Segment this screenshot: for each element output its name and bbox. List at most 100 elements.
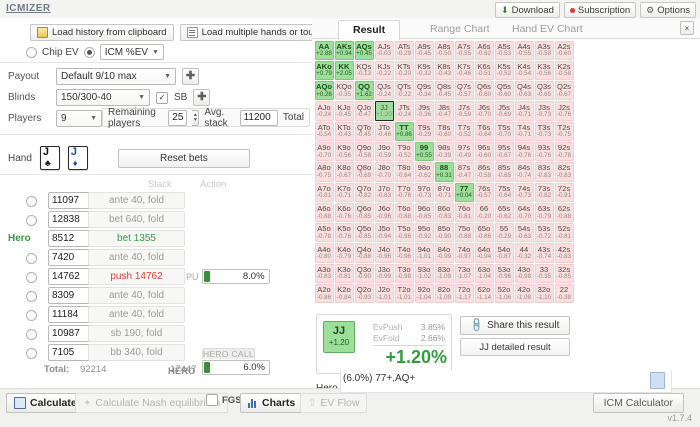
hand-cell-82o[interactable]: 82o -1.09 bbox=[434, 284, 454, 304]
remaining-players-stepper[interactable]: ▲ ▼ bbox=[192, 109, 200, 126]
hand-cell-T2s[interactable]: T2s -0.75 bbox=[554, 121, 574, 141]
load-multiple-hands-button[interactable]: Load multiple hands or tourney bbox=[179, 24, 340, 41]
hand-cell-K8o[interactable]: K8o -0.67 bbox=[334, 162, 354, 182]
hand-cell-74s[interactable]: 74s -0.73 bbox=[514, 182, 534, 202]
chip-ev-radio[interactable] bbox=[26, 46, 37, 58]
tab-result[interactable]: Result bbox=[338, 20, 401, 40]
hand-cell-T5s[interactable]: T5s -0.70 bbox=[494, 121, 514, 141]
payout-add-button[interactable]: ✚ bbox=[182, 68, 199, 85]
hand-cell-K5o[interactable]: K5o -0.76 bbox=[334, 223, 354, 243]
hand-cell-53s[interactable]: 53s -0.72 bbox=[534, 223, 554, 243]
hand-cell-72o[interactable]: 72o -1.17 bbox=[454, 284, 474, 304]
hand-cell-AKo[interactable]: AKo +0.79 bbox=[314, 60, 334, 81]
hand-cell-43s[interactable]: 43s -0.74 bbox=[534, 243, 554, 263]
player-stack-input[interactable]: 8512 bbox=[48, 230, 94, 247]
reset-bets-button[interactable]: Reset bets bbox=[117, 148, 250, 168]
hand-cell-JTs[interactable]: JTs -0.24 bbox=[394, 101, 414, 121]
hand-cell-A5s[interactable]: A5s -0.53 bbox=[494, 40, 514, 60]
hand-cell-42s[interactable]: 42s -0.83 bbox=[554, 243, 574, 263]
hand-cell-T2o[interactable]: T2o -1.01 bbox=[394, 284, 414, 304]
player-select-radio[interactable] bbox=[26, 310, 37, 321]
hand-cell-63s[interactable]: 63s -0.79 bbox=[534, 202, 554, 223]
player-select-radio[interactable] bbox=[26, 272, 37, 283]
hand-cell-K5s[interactable]: K5s -0.52 bbox=[494, 60, 514, 81]
hand-cell-T7s[interactable]: T7s -0.52 bbox=[454, 121, 474, 141]
hand-cell-JTo[interactable]: JTo -0.46 bbox=[374, 121, 394, 141]
tab-hand-ev-chart[interactable]: Hand EV Chart bbox=[512, 23, 583, 35]
hand-cell-A9o[interactable]: A9o -0.70 bbox=[314, 141, 334, 162]
hand-cell-QJs[interactable]: QJs -0.24 bbox=[374, 81, 394, 101]
hand-cell-88[interactable]: 88 +0.31 bbox=[434, 162, 454, 182]
hand-cell-76s[interactable]: 76s -0.57 bbox=[474, 182, 494, 202]
hand-cell-85s[interactable]: 85s -0.65 bbox=[494, 162, 514, 182]
hand-cell-K6s[interactable]: K6s -0.51 bbox=[474, 60, 494, 81]
charts-button[interactable]: Charts bbox=[240, 393, 304, 413]
hand-cell-97o[interactable]: 97o -0.73 bbox=[414, 182, 434, 202]
icm-calculator-button[interactable]: ICM Calculator bbox=[592, 393, 684, 413]
hand-cell-ATs[interactable]: ATs -0.29 bbox=[394, 40, 414, 60]
hand-cell-A2o[interactable]: A2o -0.86 bbox=[314, 284, 334, 304]
hand-cell-T5o[interactable]: T5o -0.96 bbox=[394, 223, 414, 243]
hand-cell-42o[interactable]: 42o -1.08 bbox=[514, 284, 534, 304]
player-stack-input[interactable]: 11184 bbox=[48, 306, 94, 323]
hand-cell-AA[interactable]: AA +2.88 bbox=[314, 40, 334, 60]
hand-cell-T6o[interactable]: T6o -0.88 bbox=[394, 202, 414, 223]
player-action-button[interactable]: ante 40, fold bbox=[88, 249, 185, 266]
hand-cell-K4o[interactable]: K4o -0.79 bbox=[334, 243, 354, 263]
hand-cell-64o[interactable]: 64o -0.94 bbox=[474, 243, 494, 263]
player-action-button[interactable]: bb 340, fold bbox=[88, 344, 185, 361]
download-button[interactable]: ⬇ Download bbox=[495, 2, 560, 18]
player-action-button[interactable]: ante 40, fold bbox=[88, 306, 185, 323]
hand-cell-73s[interactable]: 73s -0.82 bbox=[534, 182, 554, 202]
hand-cell-Q6o[interactable]: Q6o -0.85 bbox=[354, 202, 374, 223]
hand-cell-A5o[interactable]: A5o -0.78 bbox=[314, 223, 334, 243]
hand-cell-QQ[interactable]: QQ +1.62 bbox=[354, 81, 374, 101]
hand-cell-Q8o[interactable]: Q8o -0.69 bbox=[354, 162, 374, 182]
hand-cell-A7s[interactable]: A7s -0.55 bbox=[454, 40, 474, 60]
remaining-players-input[interactable]: 25 bbox=[167, 109, 188, 126]
hand-cell-J3o[interactable]: J3o -0.99 bbox=[374, 263, 394, 284]
hand-cell-93o[interactable]: 93o -1.02 bbox=[414, 263, 434, 284]
hand-cell-53o[interactable]: 53o -0.96 bbox=[494, 263, 514, 284]
hand-cell-A9s[interactable]: A9s -0.45 bbox=[414, 40, 434, 60]
hand-cell-A6o[interactable]: A6o -0.88 bbox=[314, 202, 334, 223]
hand-cell-T8o[interactable]: T8o -0.64 bbox=[394, 162, 414, 182]
hand-cell-87o[interactable]: 87o -0.71 bbox=[434, 182, 454, 202]
hand-cell-87s[interactable]: 87s -0.47 bbox=[454, 162, 474, 182]
players-select[interactable]: 9 ▼ bbox=[56, 110, 102, 127]
hand-cell-AJo[interactable]: AJo -0.24 bbox=[314, 101, 334, 121]
hand-cell-95o[interactable]: 95o -0.92 bbox=[414, 223, 434, 243]
hand-cell-44[interactable]: 44 -0.32 bbox=[514, 243, 534, 263]
hand-cell-93s[interactable]: 93s -0.76 bbox=[534, 141, 554, 162]
hand-cell-T8s[interactable]: T8s -0.60 bbox=[434, 121, 454, 141]
hand-cell-Q3o[interactable]: Q3o -0.90 bbox=[354, 263, 374, 284]
player-select-radio[interactable] bbox=[26, 329, 37, 340]
hand-cell-A3s[interactable]: A3s -0.58 bbox=[534, 40, 554, 60]
hand-cell-96o[interactable]: 96o -0.85 bbox=[414, 202, 434, 223]
hand-cell-Q6s[interactable]: Q6s -0.60 bbox=[474, 81, 494, 101]
icm-ev-select[interactable]: ICM %EV ▼ bbox=[99, 44, 164, 60]
hand-cell-72s[interactable]: 72s -0.91 bbox=[554, 182, 574, 202]
load-history-clipboard-button[interactable]: Load history from clipboard bbox=[30, 24, 174, 41]
hand-cell-T6s[interactable]: T6s -0.64 bbox=[474, 121, 494, 141]
hand-cell-J7o[interactable]: J7o -0.83 bbox=[374, 182, 394, 202]
hand-cell-J9s[interactable]: J9s -0.36 bbox=[414, 101, 434, 121]
hand-cell-63o[interactable]: 63o -1.04 bbox=[474, 263, 494, 284]
hand-cell-Q2s[interactable]: Q2s -0.67 bbox=[554, 81, 574, 101]
hand-cell-Q4s[interactable]: Q4s -0.63 bbox=[514, 81, 534, 101]
hand-cell-KTo[interactable]: KTo -0.43 bbox=[334, 121, 354, 141]
hand-cell-99[interactable]: 99 +0.55 bbox=[414, 141, 434, 162]
blinds-select[interactable]: 150/300-40 ▼ bbox=[56, 89, 150, 106]
hand-cell-98o[interactable]: 98o -0.62 bbox=[414, 162, 434, 182]
hand-cell-Q8s[interactable]: Q8s -0.45 bbox=[434, 81, 454, 101]
hand-cell-T7o[interactable]: T7o -0.76 bbox=[394, 182, 414, 202]
hand-cell-A3o[interactable]: A3o -0.83 bbox=[314, 263, 334, 284]
hand-cell-A8o[interactable]: A8o -0.75 bbox=[314, 162, 334, 182]
hero-call-meter[interactable]: 6.0% bbox=[202, 360, 270, 375]
hand-cell-97s[interactable]: 97s -0.49 bbox=[454, 141, 474, 162]
hand-cell-T3s[interactable]: T3s -0.73 bbox=[534, 121, 554, 141]
hand-cell-62s[interactable]: 62s -0.88 bbox=[554, 202, 574, 223]
hand-card-1[interactable]: J ♣ bbox=[39, 146, 60, 170]
hand-cell-K3s[interactable]: K3s -0.56 bbox=[534, 60, 554, 81]
share-result-button[interactable]: 🔗 Share this result bbox=[460, 316, 570, 335]
